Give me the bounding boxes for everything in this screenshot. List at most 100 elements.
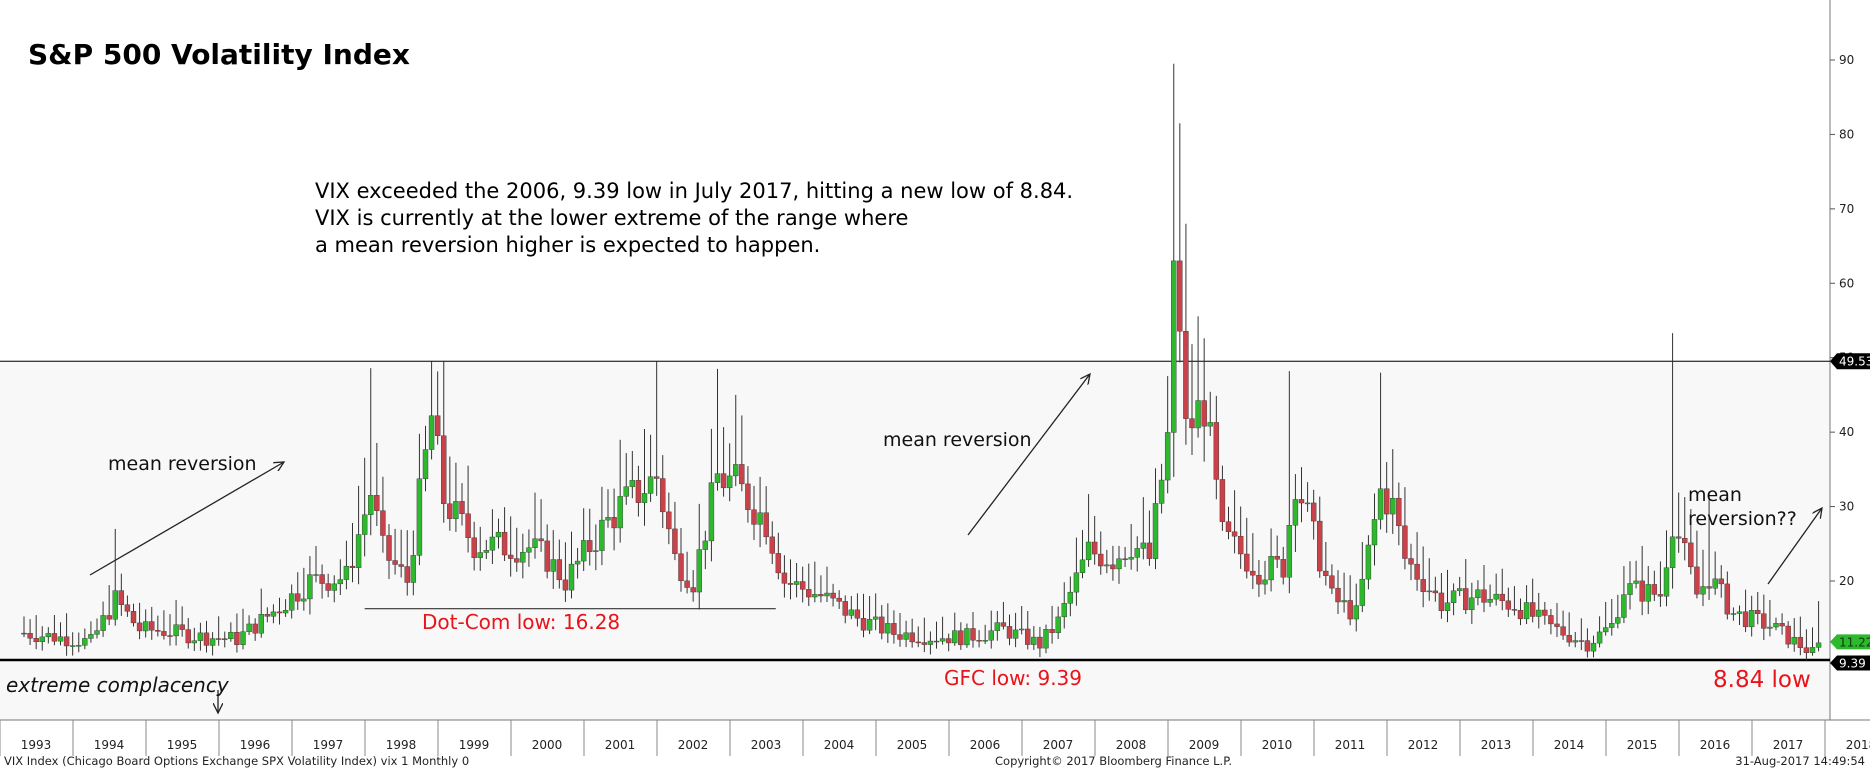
candle-body bbox=[580, 540, 587, 562]
candle-body bbox=[812, 594, 818, 598]
candle-body bbox=[1408, 558, 1414, 565]
candle-body bbox=[1694, 566, 1700, 595]
candle-body bbox=[173, 624, 179, 637]
candle-body bbox=[708, 482, 715, 542]
note-line-3: a mean reversion higher is expected to h… bbox=[315, 233, 820, 257]
mean-reversion-arrow-2 bbox=[967, 374, 1090, 536]
candle-body bbox=[258, 614, 264, 634]
candle-body bbox=[824, 592, 830, 597]
candle-body bbox=[1682, 538, 1688, 544]
candle-body bbox=[434, 415, 441, 436]
candle-body bbox=[909, 632, 915, 643]
candle-body bbox=[660, 478, 666, 513]
candle-body bbox=[319, 574, 325, 584]
y-tick-label: 60 bbox=[1839, 276, 1854, 290]
candle-body bbox=[647, 476, 654, 494]
y-tick-label: 40 bbox=[1839, 425, 1854, 439]
candle-body bbox=[27, 633, 33, 639]
candle-body bbox=[952, 630, 958, 644]
candle-body bbox=[1602, 627, 1609, 633]
candle-body bbox=[215, 638, 222, 640]
candle-body bbox=[556, 559, 563, 581]
candle-body bbox=[1073, 572, 1080, 593]
candle-body bbox=[1298, 499, 1305, 504]
candle-body bbox=[1517, 610, 1524, 620]
candle-body bbox=[325, 583, 331, 591]
candle-body bbox=[1803, 647, 1810, 653]
candle-body bbox=[228, 631, 234, 640]
candle-body bbox=[149, 621, 155, 631]
candle-body bbox=[495, 531, 502, 538]
candle-body bbox=[1548, 615, 1554, 625]
note-line-1: VIX exceeded the 2006, 9.39 low in July … bbox=[315, 179, 1073, 203]
candle-body bbox=[1420, 579, 1426, 592]
candle-body bbox=[1572, 640, 1578, 643]
candle-body bbox=[806, 589, 812, 598]
x-tick-label: 2005 bbox=[897, 738, 928, 752]
x-tick-label: 1998 bbox=[386, 738, 417, 752]
badge-current-value-label: 11.22 bbox=[1839, 635, 1870, 649]
candle-body bbox=[106, 615, 112, 620]
x-tick-label: 2016 bbox=[1700, 738, 1731, 752]
x-tick-label: 2014 bbox=[1554, 738, 1585, 752]
candle-body bbox=[130, 611, 137, 624]
candle-body bbox=[1025, 628, 1031, 645]
candle-body bbox=[568, 563, 575, 591]
lower-panel-background bbox=[0, 360, 1830, 720]
x-tick-label: 2013 bbox=[1481, 738, 1512, 752]
candle-body bbox=[142, 621, 149, 632]
candle-body bbox=[209, 638, 216, 646]
candle-body bbox=[374, 495, 380, 511]
candle-body bbox=[617, 496, 623, 529]
candle-body bbox=[958, 630, 964, 646]
candle-body bbox=[1274, 556, 1280, 560]
candle-body bbox=[459, 501, 465, 515]
candle-body bbox=[1432, 590, 1439, 594]
candle-body bbox=[1615, 617, 1621, 624]
candle-body bbox=[1402, 525, 1408, 559]
candle-body bbox=[684, 580, 690, 588]
candle-body bbox=[1651, 584, 1658, 595]
candle-body bbox=[1383, 488, 1390, 515]
x-tick-label: 1995 bbox=[167, 738, 198, 752]
candle-body bbox=[781, 572, 788, 584]
candle-body bbox=[1724, 583, 1731, 615]
candle-body bbox=[45, 633, 52, 638]
candle-body bbox=[1292, 499, 1299, 526]
candle-body bbox=[1189, 418, 1195, 429]
candle-body bbox=[361, 514, 368, 535]
candle-body bbox=[562, 579, 569, 591]
candle-body bbox=[726, 475, 733, 489]
candle-body bbox=[1414, 563, 1420, 580]
candle-body bbox=[544, 540, 550, 572]
candle-body bbox=[185, 629, 191, 644]
candle-body bbox=[1237, 535, 1244, 555]
candle-body bbox=[605, 517, 611, 521]
candle-body bbox=[550, 559, 556, 572]
candle-body bbox=[787, 583, 794, 585]
candle-body bbox=[672, 528, 678, 554]
candle-body bbox=[410, 555, 417, 583]
candle-body bbox=[1596, 631, 1603, 644]
mean-reversion-label-3a: mean bbox=[1688, 484, 1742, 506]
candle-body bbox=[1128, 557, 1134, 560]
candle-body bbox=[793, 581, 800, 585]
candle-body bbox=[1225, 521, 1232, 532]
candle-body bbox=[763, 512, 769, 538]
candle-body bbox=[733, 464, 739, 477]
candle-body bbox=[1201, 400, 1207, 427]
candle-body bbox=[276, 611, 283, 614]
candle-body bbox=[1712, 578, 1718, 589]
candle-body bbox=[1207, 422, 1213, 427]
candle-body bbox=[629, 480, 636, 487]
x-tick-label: 2011 bbox=[1335, 738, 1366, 752]
candle-body bbox=[799, 581, 806, 590]
candle-body bbox=[1085, 541, 1092, 561]
candle-body bbox=[380, 510, 386, 536]
candle-body bbox=[1566, 635, 1572, 643]
candle-body bbox=[441, 435, 447, 504]
dotcom-low-label: Dot-Com low: 16.28 bbox=[422, 610, 620, 634]
candle-body bbox=[921, 642, 928, 645]
candle-body bbox=[714, 473, 721, 483]
candle-body bbox=[1779, 623, 1785, 627]
